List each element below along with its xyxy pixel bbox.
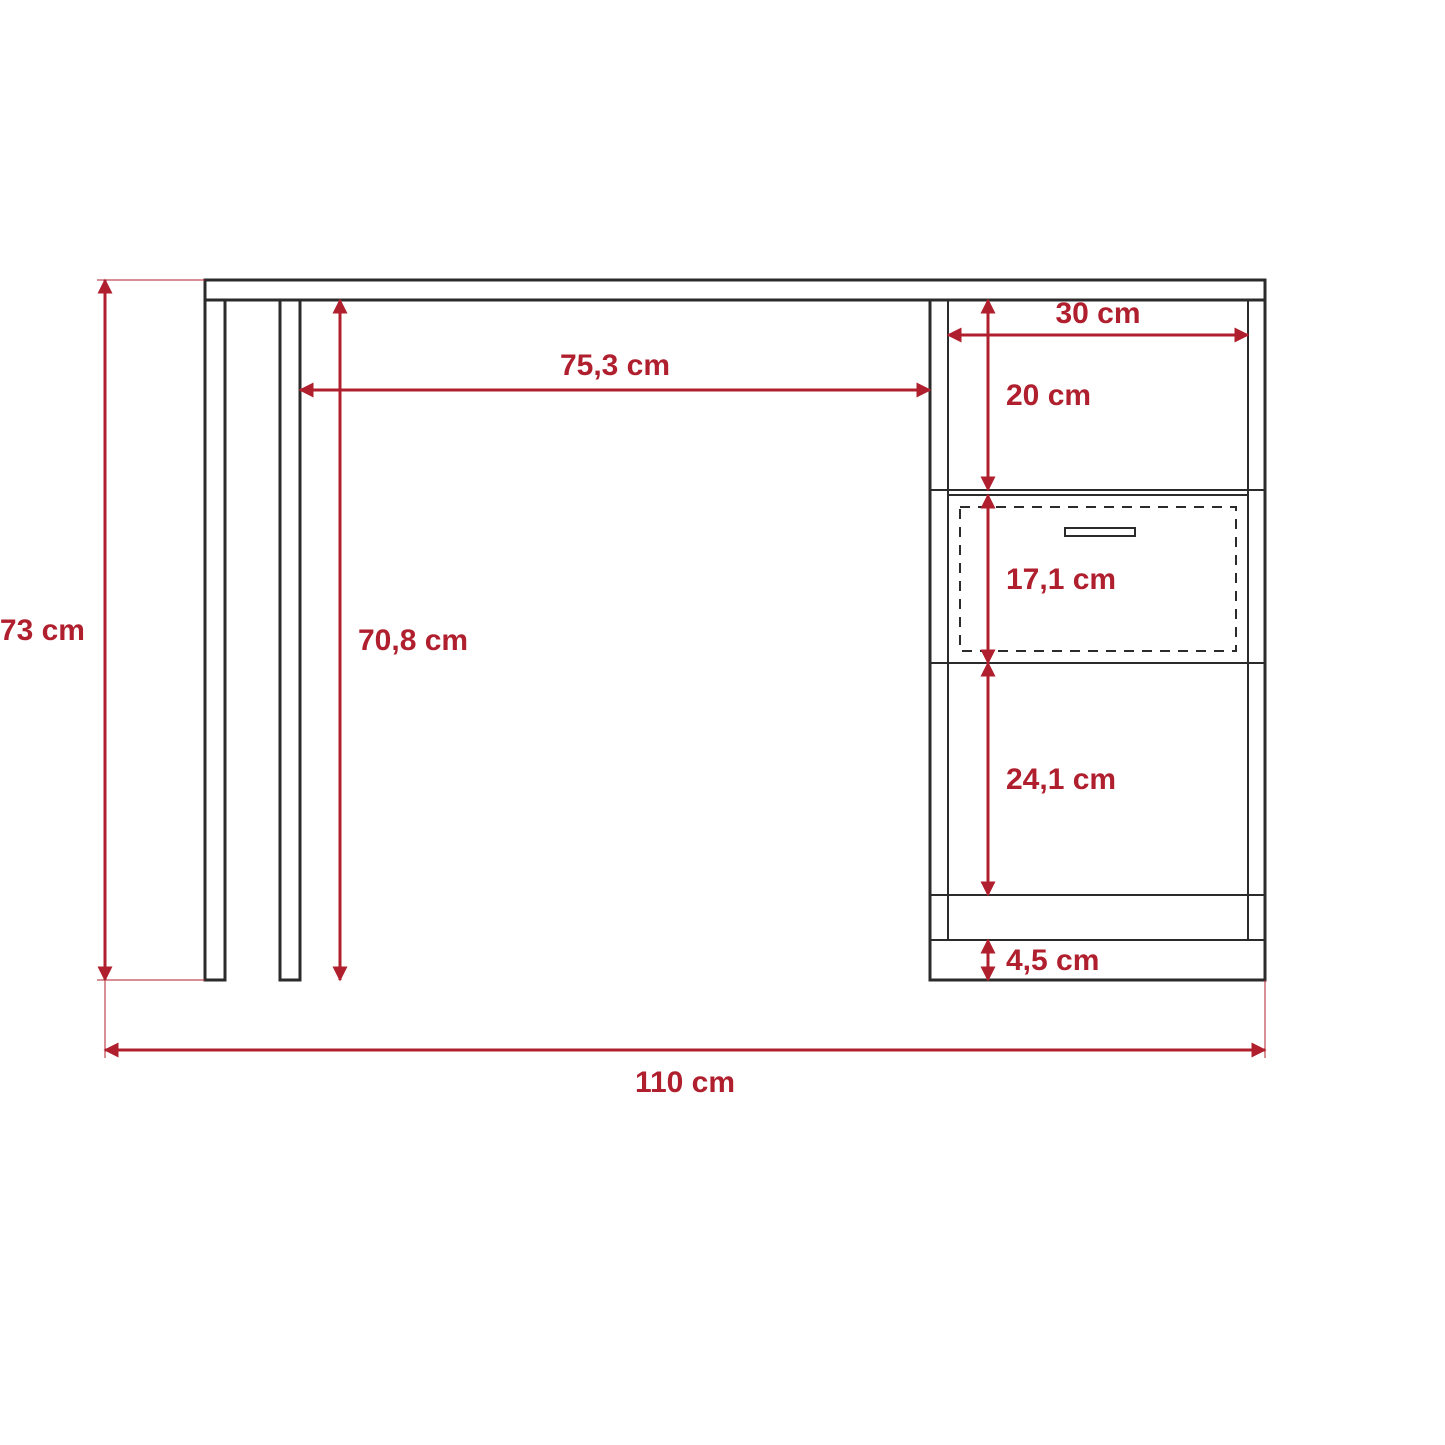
left-leg-inner (280, 300, 300, 980)
drawer-handle (1065, 528, 1135, 536)
dim-label-drawer-height: 17,1 cm (1006, 563, 1116, 596)
dim-label-total-width: 110 cm (635, 1066, 735, 1099)
dim-label-inner-height: 70,8 cm (358, 624, 468, 657)
dim-label-shelf-mid: 24,1 cm (1006, 763, 1116, 796)
cabinet-body (930, 300, 1265, 980)
dim-label-total-height: 73 cm (0, 614, 85, 647)
dim-label-opening-width: 75,3 cm (560, 349, 670, 382)
dim-label-shelf-top: 20 cm (1006, 379, 1091, 412)
dim-label-cabinet-width: 30 cm (1055, 297, 1140, 330)
dim-label-base-height: 4,5 cm (1006, 944, 1099, 977)
left-leg-outer (205, 300, 225, 980)
